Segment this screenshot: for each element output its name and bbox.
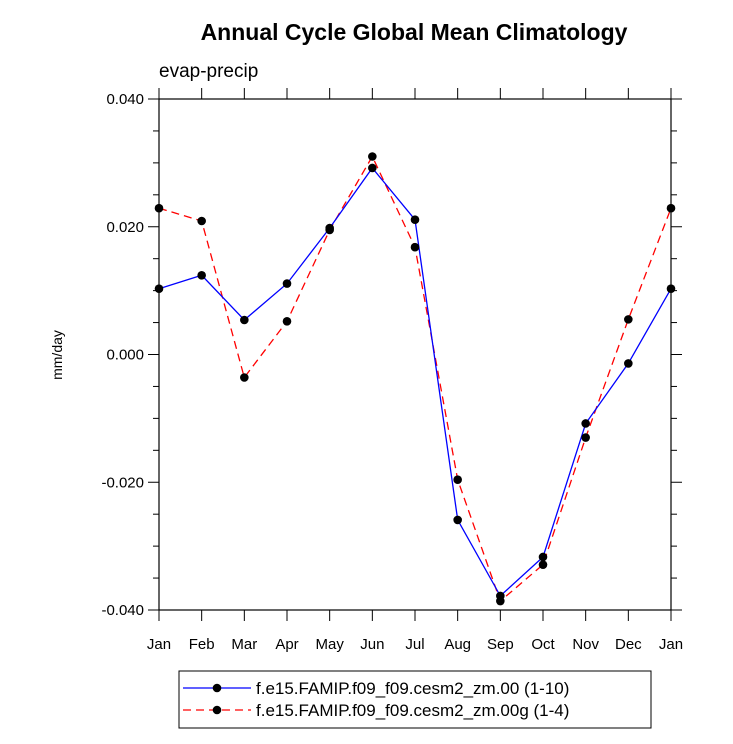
series-2-point [581,433,590,442]
series-2-point [197,216,206,226]
x-tick-label: Aug [444,636,471,653]
series-1-point [624,359,633,368]
series-1-point [538,552,548,562]
series-1-point [666,284,676,294]
legend-box [178,670,652,729]
y-tick-label: 0.000 [106,347,144,364]
plot-frame [158,98,672,611]
y-tick-label: -0.040 [101,602,144,619]
y-tick-labels: 0.040 0.020 0.000 -0.020 -0.040 [101,91,144,619]
chart-title: Annual Cycle Global Mean Climatology [201,19,628,45]
series-1-point [496,591,505,601]
x-tick-labels: Jan Feb Mar Apr May Jun Jul Aug Sep Oct Nov Dec Jan [147,636,683,653]
legend: f.e15.FAMIP.f09_f09.cesm2_zm.00 (1-10) f.… [183,679,569,720]
x-tick-label: Apr [275,636,298,653]
series-2-point [240,373,249,382]
series-1-point [581,419,590,428]
series-1-point [197,270,206,280]
series-layer [154,152,676,606]
legend-label: f.e15.FAMIP.f09_f09.cesm2_zm.00 (1-10) [256,679,569,698]
x-tick-label: May [315,636,344,653]
series-1-point [282,279,292,288]
series-2-point [666,203,676,213]
axis-ticks [148,88,682,621]
chart-subtitle: evap-precip [159,61,258,82]
x-tick-label: Jan [659,636,683,653]
series-1-point [240,315,249,325]
y-tick-label: 0.040 [106,91,144,108]
x-tick-label: Nov [572,636,599,653]
series-1-point [453,515,462,525]
x-tick-label: Oct [531,636,555,653]
y-tick-label: 0.020 [106,219,144,236]
series-1-point [325,223,334,233]
legend-swatch-marker [212,705,222,715]
series-2-point [154,203,164,213]
x-tick-label: Dec [615,636,642,653]
legend-label: f.e15.FAMIP.f09_f09.cesm2_zm.00g (1-4) [256,701,569,720]
x-tick-label: Feb [189,636,215,653]
y-tick-label: -0.020 [101,474,144,491]
series-1-point [368,163,377,173]
x-tick-label: Jun [360,636,384,653]
series-2-point [453,475,462,484]
y-axis-label: mm/day [49,330,65,380]
series-2-point [410,242,420,252]
series-2-point [368,152,377,161]
series-1-point [154,284,164,294]
x-tick-label: Jan [147,636,171,653]
x-tick-label: Mar [231,636,257,653]
series-1-point [410,215,420,225]
x-tick-label: Sep [487,636,514,653]
legend-swatch-marker [212,683,222,693]
series-2-point [624,315,633,324]
x-tick-label: Jul [405,636,424,653]
series-2-point [538,560,548,569]
series-2-point [282,316,292,326]
series-line-1 [158,166,672,597]
